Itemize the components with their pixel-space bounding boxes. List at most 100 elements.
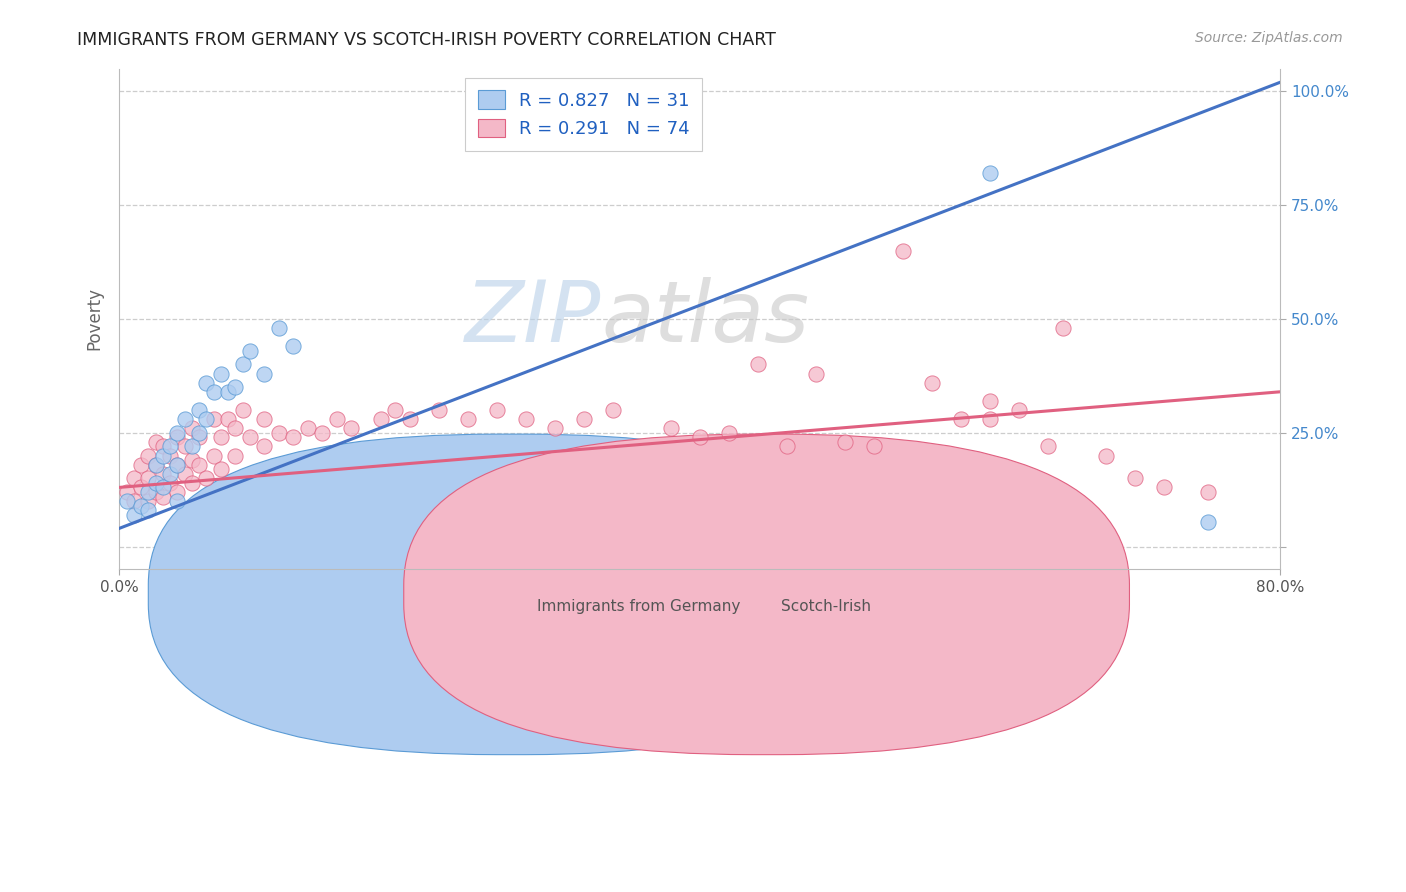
Point [747,358,769,372]
Point [267,321,290,335]
Point [115,485,138,500]
Point [202,449,225,463]
Point [717,425,740,440]
Point [202,384,225,399]
Point [979,393,1001,408]
Point [152,439,174,453]
Point [173,412,195,426]
Point [188,403,211,417]
Point [427,403,450,417]
Point [195,471,218,485]
Point [129,480,152,494]
Point [1197,515,1219,529]
Point [326,412,349,426]
Point [863,439,886,453]
Point [297,421,319,435]
Point [188,458,211,472]
Point [136,503,159,517]
Point [457,412,479,426]
Point [159,439,181,453]
Point [145,475,167,490]
Point [209,462,232,476]
Point [232,358,254,372]
Point [253,367,276,381]
Point [217,384,239,399]
Point [159,467,181,481]
Point [136,494,159,508]
Point [195,376,218,390]
Point [209,367,232,381]
Point [166,494,188,508]
Point [195,412,218,426]
Point [217,412,239,426]
Point [979,412,1001,426]
Point [1008,403,1031,417]
Point [950,412,973,426]
Point [159,449,181,463]
Point [173,467,195,481]
Point [979,166,1001,180]
Text: Scotch-Irish: Scotch-Irish [782,599,872,615]
Point [232,403,254,417]
Point [115,494,138,508]
Point [145,485,167,500]
Point [145,434,167,449]
Point [921,376,943,390]
Point [384,403,406,417]
FancyBboxPatch shape [404,434,1129,755]
Point [180,475,202,490]
Point [166,425,188,440]
Point [122,494,145,508]
Point [283,430,305,444]
Point [239,343,262,358]
Point [188,425,211,440]
Point [145,458,167,472]
Point [180,421,202,435]
Point [1123,471,1146,485]
Point [572,412,595,426]
Point [159,475,181,490]
Point [311,425,333,440]
Point [544,421,567,435]
Point [891,244,914,258]
Point [515,412,537,426]
Point [398,412,420,426]
Point [152,480,174,494]
Point [659,421,682,435]
Point [1095,449,1118,463]
Point [209,430,232,444]
Point [188,430,211,444]
Text: IMMIGRANTS FROM GERMANY VS SCOTCH-IRISH POVERTY CORRELATION CHART: IMMIGRANTS FROM GERMANY VS SCOTCH-IRISH … [77,31,776,49]
Point [152,467,174,481]
Text: Immigrants from Germany: Immigrants from Germany [537,599,741,615]
Point [776,439,799,453]
Point [166,458,188,472]
Point [166,485,188,500]
Point [253,412,276,426]
Point [224,421,246,435]
Point [283,339,305,353]
Point [173,439,195,453]
Point [267,425,290,440]
Point [152,449,174,463]
Text: ZIP: ZIP [465,277,602,360]
Point [136,471,159,485]
Point [180,453,202,467]
Point [145,458,167,472]
Legend: R = 0.827   N = 31, R = 0.291   N = 74: R = 0.827 N = 31, R = 0.291 N = 74 [465,78,703,151]
Point [340,421,363,435]
Text: Source: ZipAtlas.com: Source: ZipAtlas.com [1195,31,1343,45]
Point [122,471,145,485]
Point [202,412,225,426]
Point [1197,485,1219,500]
Point [129,499,152,513]
Point [253,439,276,453]
Point [122,508,145,522]
Y-axis label: Poverty: Poverty [86,287,103,351]
Point [834,434,856,449]
Point [689,430,711,444]
Point [1052,321,1074,335]
Text: atlas: atlas [602,277,808,360]
Point [224,449,246,463]
Point [370,412,392,426]
